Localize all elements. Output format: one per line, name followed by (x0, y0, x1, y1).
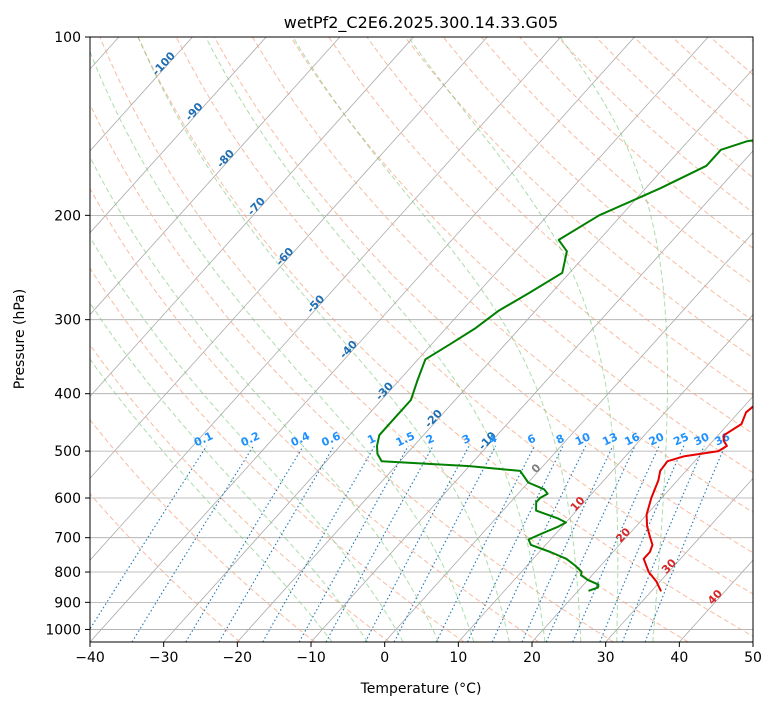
y-tick-label: 600 (54, 491, 81, 507)
x-axis-label: Temperature (°C) (360, 681, 482, 697)
dry-adiabat (137, 37, 753, 637)
mixing-ratio-line (467, 445, 564, 642)
dry-adiabat (90, 267, 465, 642)
dry-adiabats-layer (90, 37, 753, 642)
y-tick-label: 1000 (45, 622, 81, 638)
mixing-ratio-line (491, 445, 587, 642)
x-tick-label: 40 (670, 650, 688, 666)
temperature-profile-line (642, 405, 753, 592)
moist-adiabat (292, 37, 582, 642)
x-tick-label: −40 (75, 650, 105, 666)
mixing-ratio-line (90, 445, 208, 630)
x-axis-ticks: −40 −30 −20 −10 0 10 20 30 40 50 (75, 642, 762, 666)
mixing-ratio-label: 16 (623, 430, 643, 448)
y-tick-label: 900 (54, 595, 81, 611)
mixing-ratio-line (325, 445, 434, 642)
isotherm-line (90, 37, 267, 234)
y-tick-label: 100 (54, 30, 81, 46)
x-tick-label: 50 (744, 650, 762, 666)
y-tick-label: 800 (54, 565, 81, 581)
y-tick-label: 200 (54, 208, 81, 224)
isotherm-line (310, 150, 753, 642)
mixing-ratio-label: 10 (573, 430, 593, 448)
x-tick-label: −30 (149, 650, 179, 666)
isotherm-line (90, 37, 488, 479)
dry-adiabat (99, 37, 689, 642)
isotherm-line (90, 37, 635, 642)
dry-adiabat (442, 37, 753, 322)
moist-adiabat (559, 37, 668, 642)
isotherm-line (605, 477, 753, 642)
mixing-ratio-line (393, 445, 497, 642)
moist-adiabat (90, 156, 439, 642)
plot-frame (89, 36, 754, 643)
grid-layer (90, 37, 753, 642)
dry-adiabat (90, 103, 614, 642)
dry-adiabat (90, 187, 540, 642)
isotherm-line (752, 641, 753, 642)
y-axis-ticks: 100 200 300 400 500 600 700 800 900 1000 (45, 30, 90, 638)
mixing-ratio-line (599, 445, 685, 642)
isotherm-line (531, 395, 753, 642)
dry-adiabat (366, 37, 753, 396)
plot-area (90, 37, 753, 642)
mixing-ratio-labels-layer: 0.1 0.2 0.4 0.6 1 1.5 2 3 4 6 8 10 13 16 20 25 30 36 (192, 429, 732, 449)
mixing-ratio-line (572, 445, 660, 642)
mixing-ratio-line (435, 445, 535, 642)
y-tick-label: 300 (54, 313, 81, 329)
isotherm-line (163, 37, 709, 642)
profile-lines-layer (376, 139, 753, 592)
mixing-ratio-label: 30 (692, 430, 712, 448)
dewpoint-profile-line (376, 139, 753, 592)
moist-adiabat (90, 236, 404, 642)
mixing-ratio-line (298, 445, 409, 642)
dry-adiabat (175, 37, 753, 595)
y-tick-label: 400 (54, 387, 81, 403)
moist-adiabat (90, 302, 369, 642)
isotherm-line (90, 37, 562, 561)
isotherm-line (90, 37, 341, 316)
isotherm-line (384, 232, 753, 642)
isotherm-line (237, 68, 753, 642)
isotherm-line (90, 37, 193, 152)
moist-adiabat (407, 37, 619, 642)
x-tick-label: 0 (380, 650, 389, 666)
x-tick-label: 30 (597, 650, 615, 666)
dry-adiabat (90, 418, 316, 642)
moist-adiabat (90, 50, 475, 642)
mixing-ratio-line (218, 445, 335, 642)
isotherm-line (90, 37, 414, 398)
x-tick-label: −20 (223, 650, 253, 666)
mixing-ratio-layer (90, 445, 726, 642)
moist-adiabat (137, 37, 510, 642)
mixing-ratio-line (131, 445, 254, 642)
y-axis-label: Pressure (hPa) (12, 289, 28, 389)
mixing-ratio-label: 25 (671, 430, 690, 448)
x-tick-label: 20 (523, 650, 541, 666)
moist-adiabat (205, 37, 546, 642)
dry-adiabat (251, 37, 753, 513)
x-tick-label: −10 (296, 650, 326, 666)
y-tick-label: 700 (54, 531, 81, 547)
mixing-ratio-label: 36 (713, 430, 733, 448)
moist-adiabats-layer (90, 37, 668, 642)
isotherm-line (458, 313, 753, 642)
dry-adiabat (481, 37, 753, 285)
chart-title: wetPf2_C2E6.2025.300.14.33.G05 (284, 13, 558, 33)
mixing-ratio-label: 13 (600, 430, 619, 448)
y-tick-label: 500 (54, 444, 81, 460)
dry-adiabat (213, 37, 753, 554)
mixing-ratio-line (185, 445, 304, 642)
x-tick-label: 10 (449, 650, 467, 666)
mixing-ratio-label: 20 (647, 430, 667, 448)
dry-adiabat (90, 344, 390, 642)
